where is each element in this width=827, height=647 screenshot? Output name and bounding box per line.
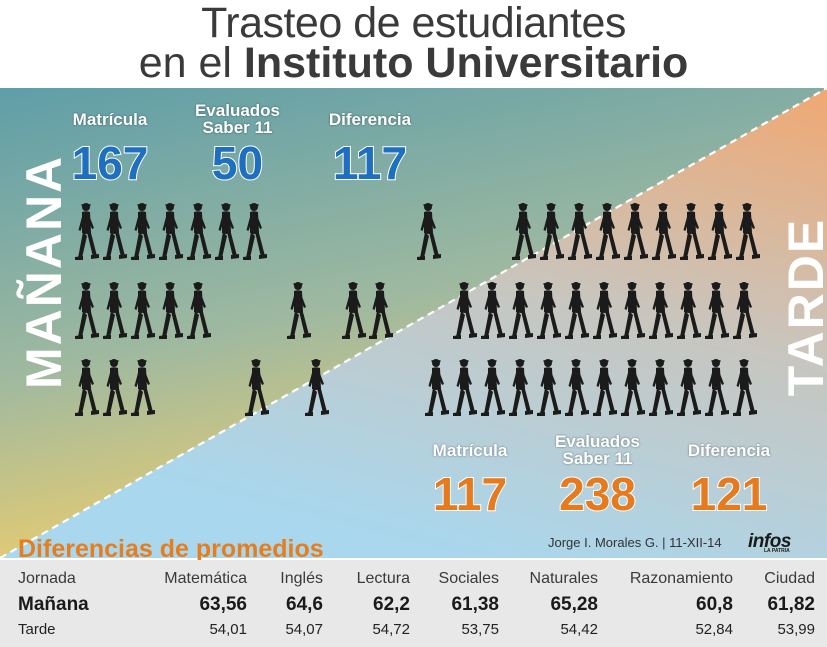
header-jornada: Jornada [18,570,76,587]
infos-logo: infos LA PATRIA [748,531,791,554]
title-line-2-prefix: en el [138,39,244,87]
row-tarde-razonamiento: 52,84 [695,621,733,638]
manana-matricula-value: 167 [71,137,150,189]
infographic-panel: MAÑANA TARDE Matrícula Evaluados Saber 11… [0,88,827,558]
row-manana-sociales: 61,38 [451,594,499,615]
row-manana-lectura: 62,2 [373,594,410,615]
row-manana-naturales: 65,28 [550,594,598,615]
row-tarde-lectura: 54,72 [372,621,410,638]
tarde-matricula-value: 117 [432,468,508,520]
manana-evaluados-value: 50 [211,137,264,189]
title-line-2-bold: Instituto Universitario [243,39,689,87]
tarde-evaluados-label: Evaluados Saber 11 [554,432,641,468]
row-manana-jornada: Mañana [18,594,89,615]
tarde-diferencia-label: Diferencia [687,441,771,460]
row-tarde-naturales: 54,42 [560,621,598,638]
manana-evaluados-label: Evaluados Saber 11 [194,101,281,137]
author-credit: Jorge I. Morales G. | 11-XII-14 [548,535,722,550]
tarde-matricula-label: Matrícula [432,441,508,460]
header-sociales: Sociales [438,570,499,587]
logo-sub: LA PATRIA [764,548,790,554]
header-lectura: Lectura [356,570,410,587]
tarde-evaluados-value: 238 [558,468,637,520]
averages-table: Jornada Matemática Inglés Lectura Social… [0,560,827,647]
header-naturales: Naturales [529,570,598,587]
row-manana-matematica: 63,56 [199,594,247,615]
header-ciudad: Ciudad [764,570,815,587]
background-graphic [0,88,827,558]
table-title: Diferencias de promedios [18,535,324,563]
row-manana-ingles: 64,6 [286,594,323,615]
title-line-1: Trasteo de estudiantes [201,0,626,47]
row-tarde-ingles: 54,07 [285,621,323,638]
row-tarde-matematica: 54,01 [209,621,247,638]
row-tarde-jornada: Tarde [18,621,56,638]
manana-matricula-label: Matrícula [72,110,148,129]
row-manana-ciudad: 61,82 [767,594,815,615]
tarde-diferencia-value: 121 [690,468,769,520]
header-matematica: Matemática [164,570,247,587]
side-label-manana: MAÑANA [16,154,72,389]
row-manana-razonamiento: 60,8 [696,594,733,615]
manana-diferencia-value: 117 [332,137,408,189]
row-tarde-sociales: 53,75 [461,621,499,638]
row-tarde-ciudad: 53,99 [777,621,815,638]
title-line-2: en el Instituto Universitario [0,40,827,86]
header-razonamiento: Razonamiento [629,570,733,587]
header-ingles: Inglés [280,570,323,587]
logo-name: infos [748,531,791,552]
manana-diferencia-label: Diferencia [328,110,412,129]
side-label-tarde: TARDE [778,217,827,397]
